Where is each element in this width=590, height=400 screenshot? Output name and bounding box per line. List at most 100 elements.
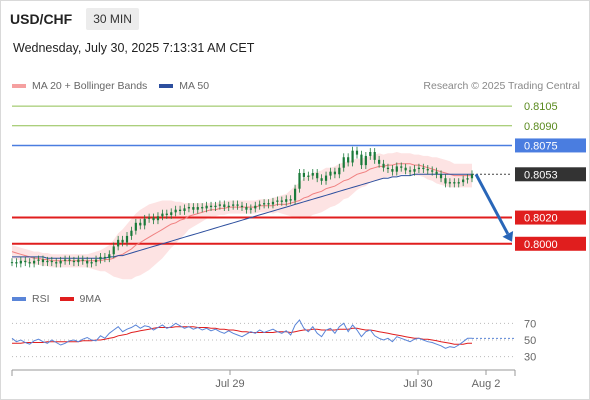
candle-body (263, 203, 266, 205)
price-label-0.8000: 0.8000 (524, 239, 558, 251)
candle-body (81, 259, 84, 261)
candle-body (395, 166, 398, 172)
candle-body (183, 208, 186, 211)
candle-body (94, 259, 98, 263)
candle-body (218, 204, 221, 206)
candle-body (417, 167, 421, 170)
candle-body (311, 172, 314, 176)
legend-rsi: RSI (12, 293, 50, 305)
candle-body (404, 167, 407, 171)
legend-ma20-label: MA 20 + Bollinger Bands (32, 80, 148, 92)
price-label-0.8105: 0.8105 (524, 101, 558, 113)
candle-body (165, 213, 168, 215)
candle-body (280, 200, 283, 202)
price-label-0.8053: 0.8053 (524, 169, 558, 181)
rsi-ma-line (12, 326, 472, 345)
price-tag-bg-0.8053 (515, 167, 586, 182)
legend-ma50: MA 50 (159, 80, 209, 92)
candle-body (333, 171, 336, 175)
candle-body (342, 157, 345, 168)
candle-body (148, 217, 151, 219)
legend-rsi-ma-label: 9MA (79, 293, 102, 305)
candle-body (249, 208, 252, 210)
candle-body (329, 171, 332, 176)
price-tag-bg-0.8000 (515, 236, 586, 251)
candle-body (408, 170, 412, 172)
candle-body (285, 199, 288, 202)
datetime-subtitle: Wednesday, July 30, 2025 7:13:31 AM CET (13, 41, 255, 55)
ma50-swatch (159, 84, 174, 88)
candle-body (152, 217, 155, 221)
candle-body (324, 175, 328, 181)
candle-body (15, 262, 18, 264)
candle-body (46, 260, 49, 263)
candle-body (72, 260, 76, 263)
rsi-swatch (12, 297, 26, 301)
symbol-title: USD/CHF (10, 11, 73, 27)
projection-arrow-shaft (474, 173, 510, 235)
candle-body (117, 239, 120, 247)
candle-body (156, 216, 160, 221)
candle-body (457, 182, 460, 184)
candle-body (293, 188, 297, 201)
legend-rsi-label: RSI (32, 293, 50, 305)
candle-body (227, 205, 230, 208)
candle-body (178, 209, 182, 211)
price-label-0.8090: 0.8090 (524, 121, 558, 133)
candle-body (59, 260, 62, 264)
x-tick-label: Aug 2 (472, 378, 501, 390)
x-tick-label: Jul 30 (403, 378, 432, 390)
candle-body (50, 260, 53, 263)
candle-body (201, 207, 204, 209)
candle-body (28, 262, 31, 264)
candle-body (161, 213, 164, 217)
projection-arrow-head (502, 231, 514, 242)
rsi-line (11, 319, 472, 349)
candle-body (209, 205, 213, 208)
candle-body (24, 260, 27, 263)
ma50-line (12, 173, 472, 259)
candle-body (439, 174, 443, 179)
candle-body (435, 171, 438, 175)
candle-body (470, 174, 474, 179)
legend-rsi-ma: 9MA (59, 293, 102, 305)
candle-body (245, 207, 248, 210)
candle-body (453, 182, 456, 184)
candle-body (240, 205, 244, 208)
candle-body (289, 199, 292, 201)
candle-body (139, 222, 142, 226)
legend-ma50-label: MA 50 (179, 80, 210, 92)
candle-body (466, 178, 469, 180)
candle-body (431, 170, 434, 172)
candle-body (112, 246, 115, 255)
candle-body (360, 154, 363, 166)
candle-body (267, 203, 270, 205)
candle-body (444, 178, 447, 184)
rsi-legend: RSI 9MA (12, 293, 111, 305)
rsi-tick-label: 50 (524, 335, 536, 347)
candle-body (369, 152, 372, 156)
candle-body (413, 169, 416, 172)
candle-body (386, 167, 390, 170)
timeframe-badge[interactable]: 30 MIN (86, 8, 139, 30)
ma20-swatch (12, 84, 26, 88)
candle-body (130, 230, 133, 236)
candle-body (426, 169, 429, 171)
candle-body (86, 260, 89, 264)
x-tick-label: Jul 29 (215, 378, 244, 390)
price-legend: MA 20 + Bollinger Bands MA 50 (12, 80, 221, 92)
candle-body (302, 172, 306, 177)
candle-body (121, 239, 124, 243)
candle-body (462, 179, 465, 183)
candle-body (373, 152, 376, 160)
rsi-tick-label: 30 (524, 352, 536, 364)
candle-body (170, 212, 173, 215)
candle-body (10, 262, 14, 264)
candle-body (55, 262, 58, 264)
candle-body (448, 182, 451, 184)
candle-body (174, 209, 177, 213)
price-tag-bg-0.8075 (515, 138, 586, 153)
candle-body (192, 207, 195, 210)
candle-body (347, 157, 350, 163)
